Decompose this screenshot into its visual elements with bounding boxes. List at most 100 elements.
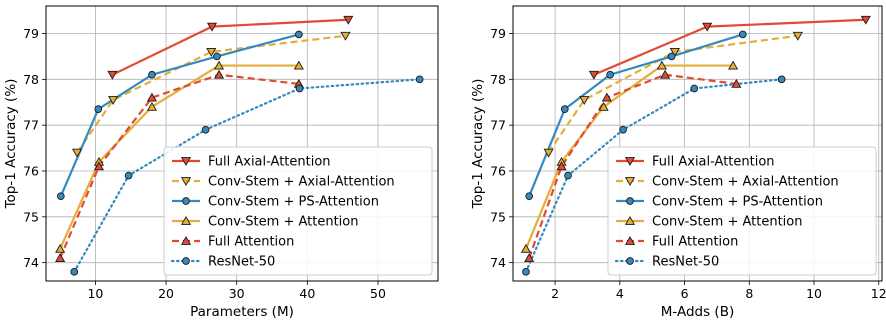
legend-label: ResNet-50	[652, 255, 719, 270]
legend-item: Conv-Stem + Axial-Attention	[616, 175, 839, 190]
data-point	[556, 161, 567, 171]
data-point	[201, 125, 210, 134]
data-point	[777, 75, 786, 84]
data-point	[146, 92, 158, 102]
x-tick-label: 20	[158, 286, 174, 301]
data-point	[206, 47, 217, 57]
data-point	[860, 15, 871, 25]
legend-label: ResNet-50	[208, 255, 275, 270]
data-point	[213, 69, 225, 79]
data-point	[55, 253, 66, 262]
x-axis-label: M-Adds (B)	[661, 304, 734, 320]
legend-item: Conv-Stem + Attention	[172, 215, 358, 230]
legend-item: Conv-Stem + Axial-Attention	[172, 175, 395, 190]
legend-box	[163, 146, 433, 276]
legend-marker	[182, 257, 190, 265]
x-tick-label: 2	[551, 286, 559, 301]
data-point	[55, 243, 66, 253]
y-tick-label: 75	[490, 209, 506, 224]
legend-marker	[624, 216, 636, 225]
data-point	[148, 70, 156, 79]
data-point	[598, 101, 609, 111]
data-point	[124, 171, 133, 180]
data-point	[206, 22, 218, 32]
y-tick-label: 77	[23, 118, 39, 133]
legend-marker	[624, 236, 636, 245]
chart-panel-1: 10 20 30 40 50 74 75 76 77 78 79 Parameters (M) Top-…	[3, 5, 439, 320]
legend-marker	[180, 177, 192, 186]
x-tick-label: 8	[745, 286, 753, 301]
legend-marker	[182, 197, 190, 205]
data-point	[660, 69, 671, 79]
legend-label: Conv-Stem + Attention	[652, 215, 802, 230]
legend-item: Conv-Stem + PS-Attention	[616, 195, 823, 210]
legend-item: Full Axial-Attention	[172, 155, 331, 170]
series-line-5	[59, 73, 299, 259]
x-tick-label: 40	[299, 286, 315, 301]
legend-marker	[180, 216, 192, 225]
legend-item: ResNet-50	[170, 255, 275, 270]
legend-label: Conv-Stem + PS-Attention	[652, 195, 823, 210]
legend-marker	[180, 236, 192, 245]
legend-marker	[624, 157, 636, 166]
data-point	[295, 84, 304, 93]
legend-item: Conv-Stem + Attention	[616, 215, 802, 230]
data-point	[525, 192, 534, 201]
data-point	[564, 171, 572, 180]
legend-label: Full Attention	[652, 235, 738, 250]
legend-label: Full Attention	[208, 235, 294, 250]
data-point	[731, 78, 742, 88]
data-point	[56, 192, 65, 201]
data-point	[588, 70, 599, 80]
legend-marker	[624, 177, 636, 186]
data-point	[293, 60, 304, 70]
y-tick-label: 78	[490, 72, 506, 87]
data-point	[667, 52, 676, 61]
data-point	[606, 70, 614, 79]
legend: Full Axial-Attention Conv-Stem + Axial-At…	[607, 146, 877, 276]
data-point	[579, 96, 590, 105]
y-tick-label: 74	[490, 255, 506, 270]
data-point	[146, 101, 158, 111]
data-point	[656, 60, 667, 70]
x-tick-label: 50	[370, 286, 386, 301]
legend-marker	[180, 157, 192, 166]
legend-item: Full Attention	[172, 235, 294, 250]
legend-box	[607, 146, 877, 276]
legend-marker	[626, 257, 634, 265]
y-axis-label: Top-1 Accuracy (%)	[3, 79, 19, 210]
x-tick-label: 4	[616, 286, 624, 301]
axes-frame	[512, 5, 883, 282]
data-point	[601, 92, 612, 102]
legend-item: Conv-Stem + PS-Attention	[172, 195, 379, 210]
data-point	[702, 22, 713, 32]
data-point	[295, 30, 303, 39]
data-point	[522, 267, 530, 276]
data-point	[690, 84, 699, 93]
data-point	[543, 148, 554, 158]
series-line-2	[547, 34, 798, 154]
chart-panel-2: 2 4 6 8 10 12 74 75 76 77 78 79 M-Adds (B) Top-1 Accu…	[470, 5, 886, 320]
x-axis-label: Parameters (M)	[190, 304, 294, 320]
data-point	[343, 15, 354, 25]
legend-marker	[626, 197, 634, 205]
data-point	[524, 253, 535, 262]
y-tick-label: 74	[23, 255, 39, 270]
y-tick-label: 78	[23, 72, 39, 87]
data-point	[108, 96, 119, 105]
data-point	[669, 47, 680, 57]
x-tick-label: 10	[87, 286, 103, 301]
legend-label: Full Axial-Attention	[208, 155, 331, 170]
data-point	[93, 161, 105, 171]
legend-item: Full Axial-Attention	[616, 155, 775, 170]
data-point	[415, 75, 424, 84]
legend-label: Full Axial-Attention	[652, 155, 775, 170]
y-axis-label: Top-1 Accuracy (%)	[470, 79, 486, 210]
data-point	[728, 60, 739, 70]
y-tick-label: 76	[23, 164, 39, 179]
data-point	[792, 31, 803, 41]
data-point	[520, 243, 532, 253]
data-point	[560, 105, 569, 113]
data-point	[213, 60, 225, 70]
